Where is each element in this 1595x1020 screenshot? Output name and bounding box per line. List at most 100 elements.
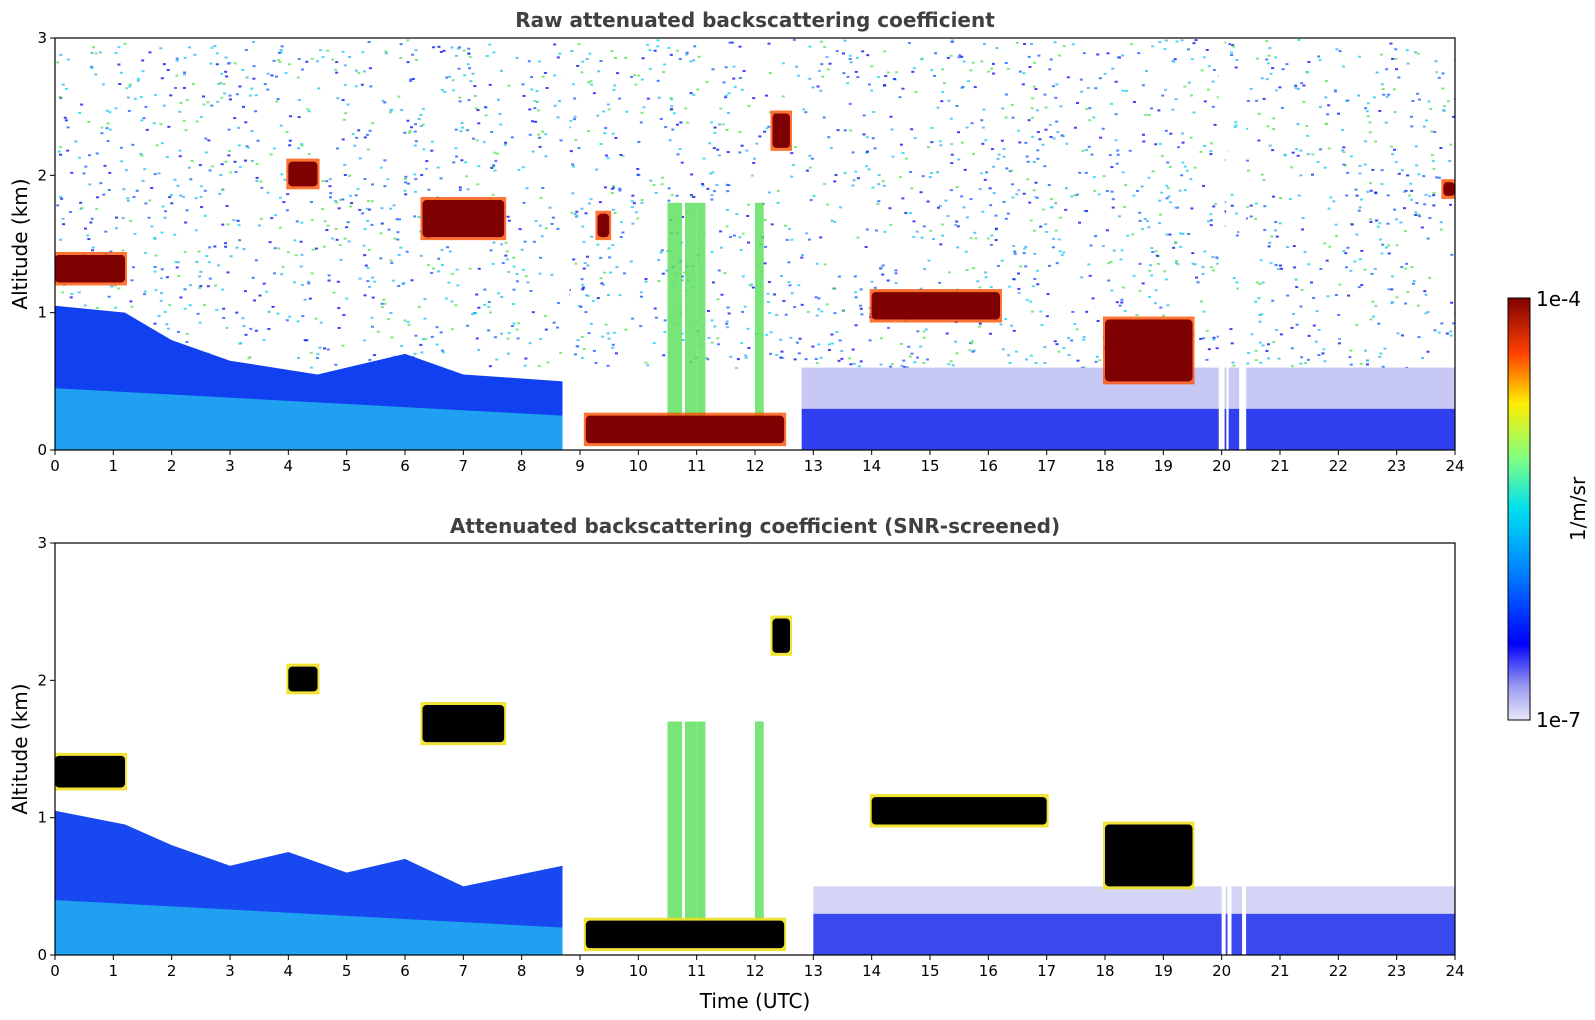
noise-speckle (245, 145, 249, 148)
noise-speckle (571, 192, 575, 195)
noise-speckle (238, 85, 242, 88)
noise-speckle (610, 192, 614, 195)
noise-speckle (346, 103, 350, 106)
noise-speckle (1261, 281, 1265, 284)
noise-speckle (1333, 90, 1337, 93)
noise-speckle (153, 270, 157, 273)
noise-speckle (907, 42, 911, 45)
noise-speckle (1018, 141, 1022, 144)
noise-speckle (1235, 234, 1239, 237)
convective-column (685, 721, 697, 928)
noise-speckle (553, 74, 557, 77)
noise-speckle (999, 323, 1003, 326)
noise-speckle (1379, 53, 1383, 56)
noise-speckle (1036, 283, 1040, 286)
noise-speckle (685, 121, 689, 124)
noise-speckle (491, 262, 495, 265)
noise-speckle (117, 287, 121, 290)
noise-speckle (723, 272, 727, 275)
noise-speckle (1203, 250, 1207, 253)
noise-speckle (1332, 200, 1336, 203)
noise-speckle (517, 168, 521, 171)
noise-speckle (296, 356, 300, 359)
noise-speckle (1165, 184, 1169, 187)
noise-speckle (618, 189, 622, 192)
noise-speckle (175, 266, 179, 269)
noise-speckle (473, 85, 477, 88)
noise-speckle (580, 356, 584, 359)
noise-speckle (539, 256, 543, 259)
noise-speckle (126, 199, 130, 202)
noise-speckle (1032, 85, 1036, 88)
x-tick-label: 20 (1212, 962, 1231, 980)
cloud-patch (55, 254, 125, 283)
noise-speckle (629, 260, 633, 263)
noise-speckle (496, 152, 500, 155)
noise-speckle (403, 189, 407, 192)
noise-speckle (1166, 187, 1170, 190)
noise-speckle (162, 104, 166, 107)
noise-speckle (741, 232, 745, 235)
noise-speckle (1201, 272, 1205, 275)
noise-speckle (571, 163, 575, 166)
noise-speckle (936, 171, 940, 174)
convective-column (755, 721, 764, 928)
noise-speckle (641, 57, 645, 60)
noise-speckle (1254, 349, 1258, 352)
noise-speckle (1117, 56, 1121, 59)
noise-speckle (716, 148, 720, 151)
noise-speckle (404, 175, 408, 178)
noise-speckle (919, 345, 923, 348)
noise-speckle (349, 205, 353, 208)
noise-speckle (440, 89, 444, 92)
noise-speckle (437, 257, 441, 260)
noise-speckle (580, 278, 584, 281)
noise-speckle (185, 332, 189, 335)
noise-speckle (775, 313, 779, 316)
noise-speckle (1111, 198, 1115, 201)
noise-speckle (329, 192, 333, 195)
noise-speckle (1441, 72, 1445, 75)
noise-speckle (619, 221, 623, 224)
noise-speckle (437, 45, 441, 48)
noise-speckle (1424, 293, 1428, 296)
noise-speckle (639, 291, 643, 294)
noise-speckle (1439, 228, 1443, 231)
noise-speckle (506, 215, 510, 218)
noise-speckle (1025, 155, 1029, 158)
noise-speckle (1417, 213, 1421, 216)
noise-speckle (1376, 225, 1380, 228)
noise-speckle (1049, 136, 1053, 139)
noise-speckle (596, 243, 600, 246)
noise-speckle (1147, 226, 1151, 229)
noise-speckle (851, 151, 855, 154)
noise-speckle (1406, 62, 1410, 65)
noise-speckle (1043, 346, 1047, 349)
noise-speckle (318, 49, 322, 52)
noise-speckle (306, 108, 310, 111)
noise-speckle (807, 238, 811, 241)
noise-speckle (960, 55, 964, 58)
noise-speckle (916, 330, 920, 333)
noise-speckle (1404, 267, 1408, 270)
noise-speckle (680, 161, 684, 164)
noise-speckle (1033, 252, 1037, 255)
noise-speckle (992, 165, 996, 168)
noise-speckle (323, 220, 327, 223)
noise-speckle (708, 172, 712, 175)
noise-speckle (811, 86, 815, 89)
noise-speckle (1203, 145, 1207, 148)
noise-speckle (1044, 223, 1048, 226)
noise-speckle (852, 362, 856, 365)
noise-speckle (185, 209, 189, 212)
noise-speckle (1274, 56, 1278, 59)
noise-speckle (941, 91, 945, 94)
noise-speckle (1004, 217, 1008, 220)
noise-speckle (90, 51, 94, 54)
noise-speckle (1073, 194, 1077, 197)
noise-speckle (642, 106, 646, 109)
x-tick-label: 1 (109, 962, 119, 980)
noise-speckle (1121, 89, 1125, 92)
noise-speckle (414, 140, 418, 143)
noise-speckle (744, 354, 748, 357)
